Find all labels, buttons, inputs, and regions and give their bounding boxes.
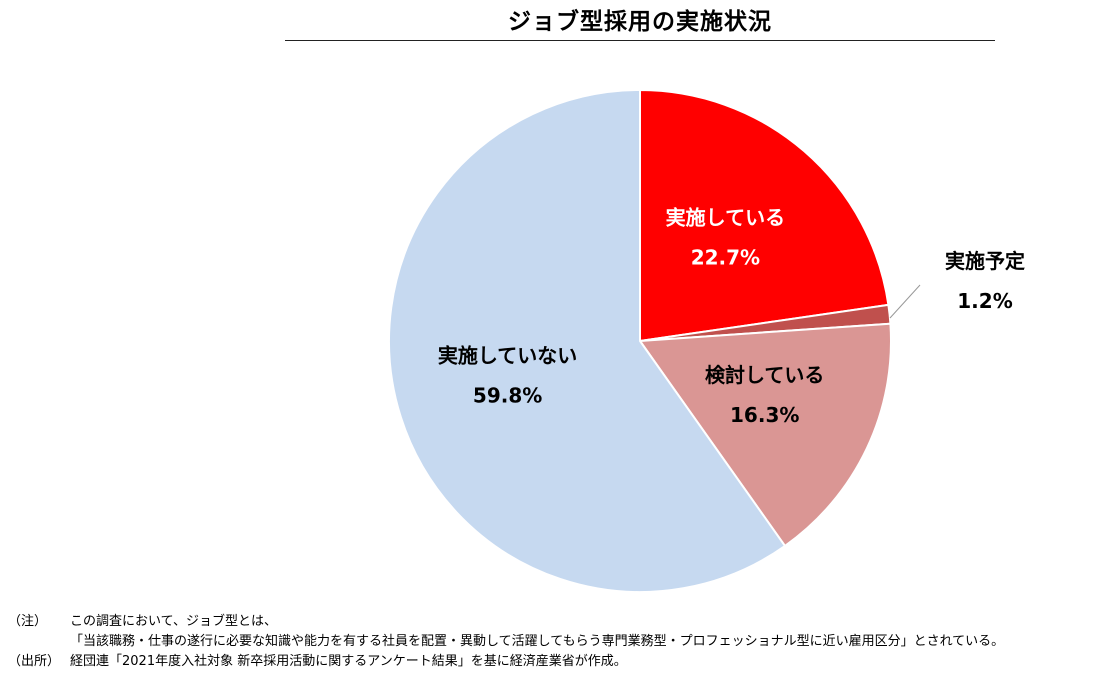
source-text: 経団連「2021年度入社対象 新卒採用活動に関するアンケート結果」を基に経済産業…	[70, 654, 627, 669]
pie-slice-0	[639, 88, 890, 343]
chart-title: ジョブ型採用の実施状況	[508, 9, 772, 35]
note-row: （注） この調査において、ジョブ型とは、	[8, 612, 1004, 632]
note-text-line2: 「当該職務・仕事の遂行に必要な知識や能力を有する社員を配置・異動して活躍してもら…	[70, 634, 1005, 649]
slice-label: 実施予定	[945, 249, 1025, 273]
pie-slice-2	[638, 322, 892, 548]
pie-slice-3	[388, 88, 787, 593]
pie-chart: 実施している 22.7% 実施予定 1.2% 検討している 16.3% 実施していない 59.…	[388, 88, 1025, 593]
slice-value-label: 22.7%	[691, 245, 760, 269]
note-tag: （注）	[8, 614, 48, 629]
slice-label: 実施している	[666, 205, 785, 229]
leader-line	[889, 284, 921, 319]
footnotes: （注） この調査において、ジョブ型とは、 「当該職務・仕事の遂行に必要な知識や能…	[8, 612, 1004, 672]
slice-value-label: 1.2%	[957, 289, 1012, 313]
title-underline	[285, 40, 995, 41]
slice-label: 実施していない	[438, 344, 577, 368]
slice-value-label: 59.8%	[473, 384, 542, 408]
source-tag: （出所）	[8, 654, 61, 669]
note-row-continued: 「当該職務・仕事の遂行に必要な知識や能力を有する社員を配置・異動して活躍してもら…	[8, 632, 1004, 652]
note-text-line1: この調査において、ジョブ型とは、	[70, 614, 277, 629]
source-row: （出所） 経団連「2021年度入社対象 新卒採用活動に関するアンケート結果」を基…	[8, 652, 1004, 672]
slice-label: 検討している	[705, 363, 824, 387]
slice-value-label: 16.3%	[730, 403, 799, 427]
